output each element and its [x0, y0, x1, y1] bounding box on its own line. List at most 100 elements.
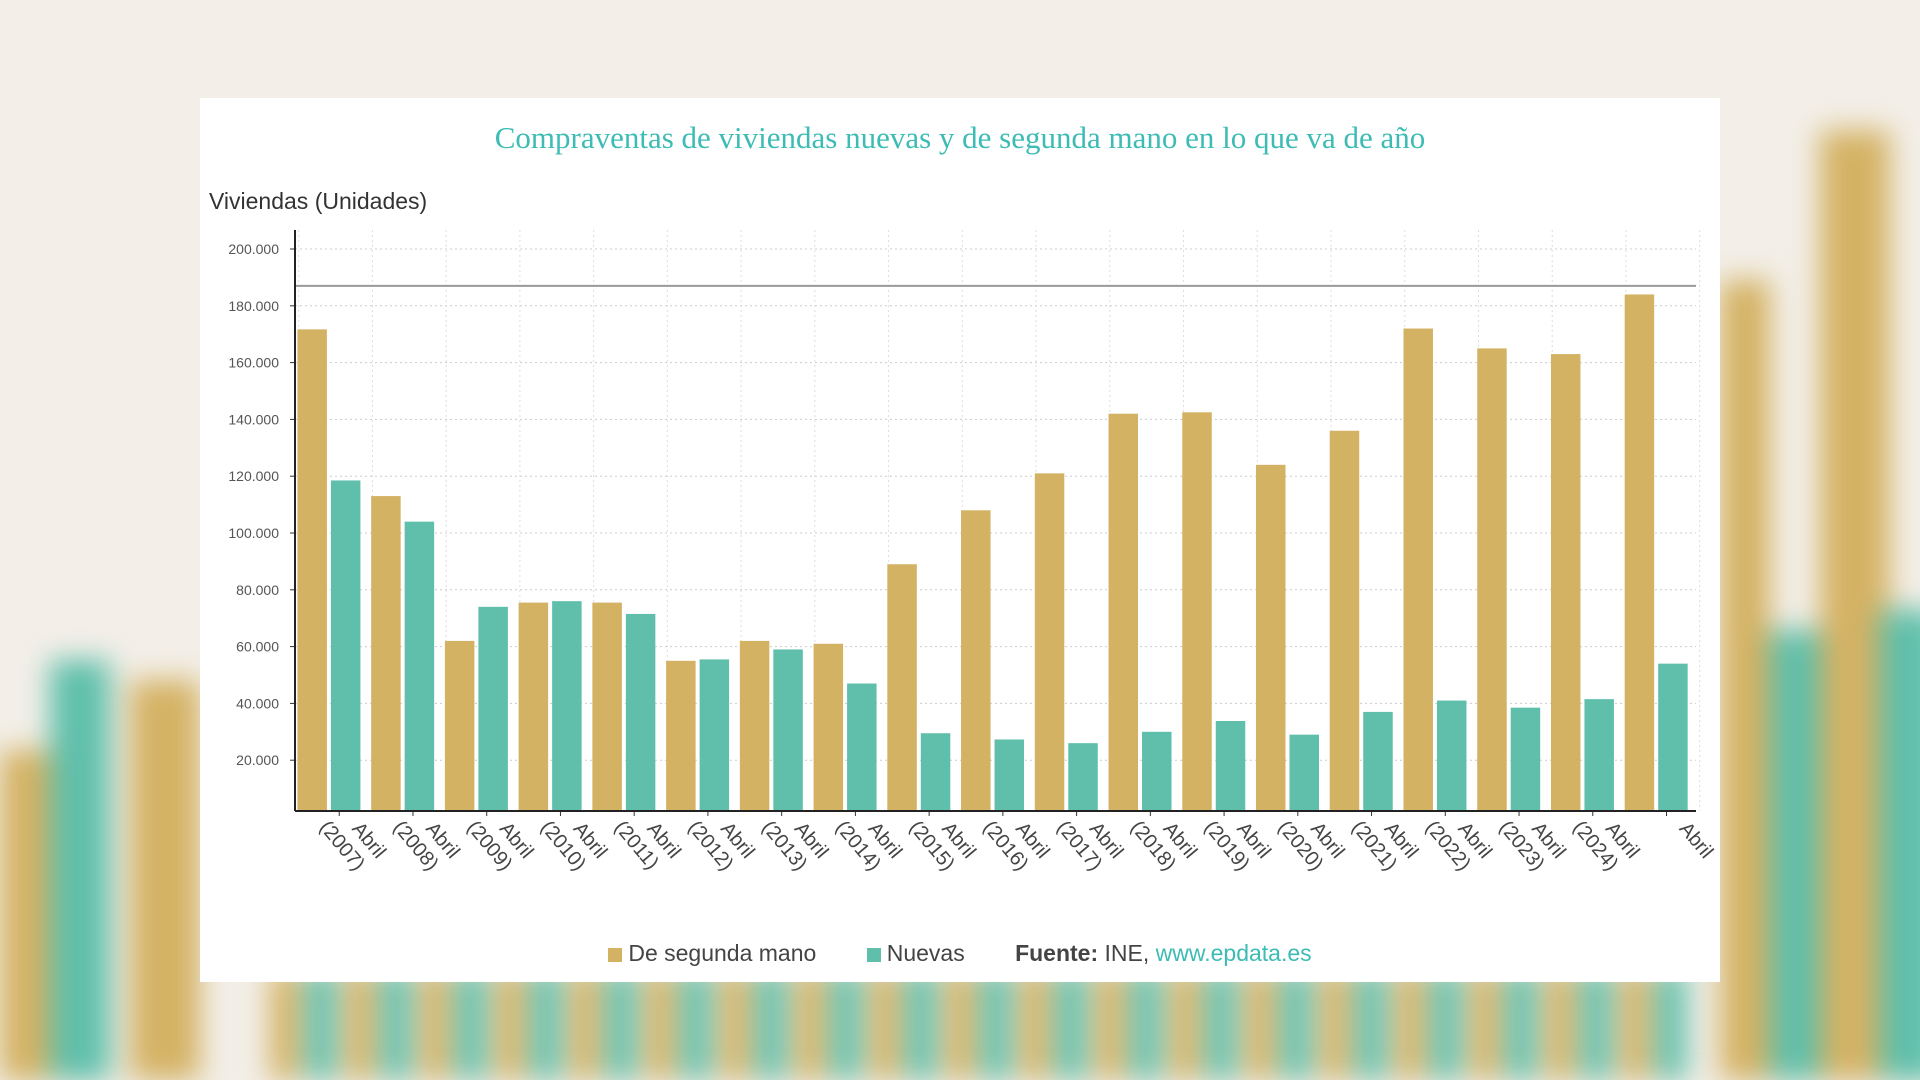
source: Fuente: INE, www.epdata.es — [1015, 940, 1312, 966]
y-tick-label: 120.000 — [228, 468, 279, 484]
background-bar — [1620, 970, 1650, 1080]
x-tick-label: Abril(2007) — [315, 801, 390, 878]
background-bar — [1131, 970, 1161, 1080]
background-bar — [570, 970, 600, 1080]
background-bar — [306, 970, 336, 1080]
chart-card — [200, 98, 1720, 982]
bar-nuevas — [625, 613, 656, 811]
bar-segunda-mano — [666, 660, 696, 811]
bar-segunda-mano — [813, 643, 844, 811]
legend: De segunda mano Nuevas Fuente: INE, www.… — [0, 940, 1920, 967]
background-bar — [681, 970, 711, 1080]
background-bar — [606, 970, 636, 1080]
bar-nuevas — [1658, 663, 1688, 811]
legend-label: Nuevas — [886, 940, 965, 966]
background-bar — [1356, 970, 1386, 1080]
bar-nuevas — [1142, 731, 1172, 811]
background-bar — [1656, 970, 1686, 1080]
bar-segunda-mano — [1550, 354, 1581, 811]
y-tick-label: 160.000 — [228, 355, 279, 371]
background-bar — [1020, 970, 1050, 1080]
bar-nuevas — [1068, 743, 1098, 811]
legend-item-segunda: De segunda mano — [608, 940, 816, 966]
background-bar — [50, 660, 110, 1080]
background-bar — [420, 970, 450, 1080]
bar-segunda-mano — [1108, 413, 1139, 811]
background-bar — [1170, 970, 1200, 1080]
bar-nuevas — [994, 739, 1025, 811]
bar-segunda-mano — [1477, 348, 1507, 811]
background-bar — [270, 970, 300, 1080]
bar-nuevas — [1584, 699, 1614, 811]
background-bar — [381, 970, 411, 1080]
background-bar — [1880, 610, 1920, 1080]
x-tick-label: Abril(2011) — [610, 801, 685, 878]
background-bar — [1820, 130, 1890, 1080]
legend-swatch — [866, 948, 881, 962]
background-bar — [645, 970, 675, 1080]
background-bar — [795, 970, 825, 1080]
background-bar — [870, 970, 900, 1080]
bar-segunda-mano — [739, 640, 770, 811]
x-tick-label: Abril(2022) — [1421, 801, 1496, 878]
bar-segunda-mano — [1624, 294, 1655, 811]
x-tick-label: Abril(2015) — [905, 801, 980, 878]
bar-segunda-mano — [1182, 412, 1212, 811]
background-bar — [1506, 970, 1536, 1080]
background-bar — [1206, 970, 1236, 1080]
source-text: INE, — [1098, 940, 1156, 966]
bar-segunda-mano — [961, 510, 991, 811]
bar-nuevas — [1510, 707, 1541, 811]
bar-segunda-mano — [1329, 430, 1360, 811]
y-axis-label: Viviendas (Unidades) — [209, 188, 428, 214]
x-tick-label: Abril(2016) — [979, 801, 1054, 878]
x-tick-label: Abril(2013) — [757, 801, 832, 878]
background-bar — [495, 970, 525, 1080]
bar-segunda-mano — [1256, 464, 1286, 811]
background-bar — [1395, 970, 1425, 1080]
y-tick-label: 40.000 — [236, 695, 279, 711]
background-bar — [1545, 970, 1575, 1080]
background-bar — [1281, 970, 1311, 1080]
bar-nuevas — [847, 683, 877, 811]
background-bar — [1760, 630, 1820, 1080]
background-bar — [945, 970, 975, 1080]
x-tick-label: Abril(2017) — [1052, 801, 1127, 878]
x-tick-label: Abril — [1675, 818, 1718, 863]
bar-nuevas — [1436, 700, 1467, 811]
x-tick-label: Abril(2012) — [684, 801, 759, 878]
x-tick-label: Abril(2021) — [1347, 801, 1422, 878]
x-tick-label: Abril(2014) — [831, 801, 906, 878]
background-bar — [1056, 970, 1086, 1080]
background-bar — [345, 970, 375, 1080]
bar-nuevas — [478, 606, 508, 811]
bar-nuevas — [773, 649, 803, 811]
background-bar — [720, 970, 750, 1080]
background-bar — [1095, 970, 1125, 1080]
legend-swatch — [608, 948, 623, 962]
bar-segunda-mano — [1034, 473, 1065, 811]
x-tick-label: Abril(2023) — [1495, 801, 1570, 878]
background-bar — [1470, 970, 1500, 1080]
y-tick-label: 140.000 — [228, 411, 279, 427]
bar-nuevas — [404, 521, 435, 811]
bar-segunda-mano — [887, 564, 917, 811]
legend-label: De segunda mano — [628, 940, 817, 966]
x-tick-label: Abril(2010) — [536, 801, 611, 878]
background-bar — [456, 970, 486, 1080]
background-bar — [906, 970, 936, 1080]
source-link[interactable]: www.epdata.es — [1155, 940, 1312, 966]
y-tick-label: 80.000 — [236, 582, 279, 598]
x-tick-label: Abril(2020) — [1273, 801, 1348, 878]
background-bar — [1581, 970, 1611, 1080]
bar-nuevas — [1215, 721, 1246, 811]
y-tick-label: 100.000 — [228, 525, 279, 541]
background-bar — [981, 970, 1011, 1080]
source-label: Fuente: — [1015, 940, 1099, 966]
background-bar — [756, 970, 786, 1080]
bar-nuevas — [920, 733, 951, 811]
y-tick-label: 60.000 — [236, 639, 279, 655]
background-bar — [1720, 280, 1770, 1080]
bar-nuevas — [552, 601, 582, 811]
